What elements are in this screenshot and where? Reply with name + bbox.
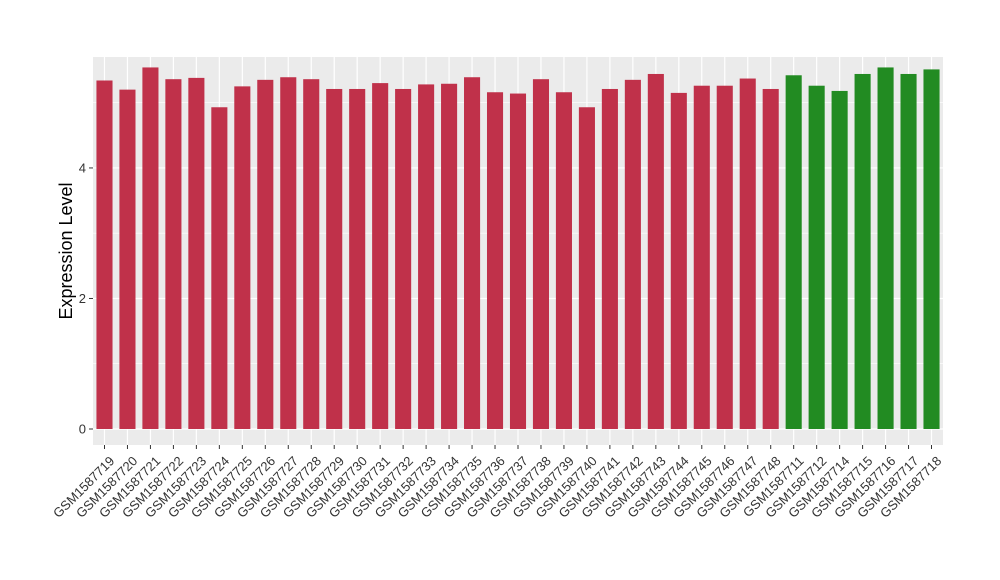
bar-gsm1587730 — [349, 88, 366, 430]
bar-gsm1587715 — [854, 73, 871, 430]
bar-gsm1587748 — [762, 88, 779, 430]
y-tick-label: 4 — [79, 160, 86, 175]
bar-gsm1587746 — [716, 85, 733, 429]
y-axis: 0 2 4 — [79, 160, 93, 437]
bars — [96, 67, 940, 430]
bar-gsm1587711 — [785, 75, 802, 429]
bar-gsm1587743 — [647, 73, 664, 430]
bar-gsm1587726 — [257, 79, 274, 429]
bar-gsm1587719 — [96, 80, 113, 429]
bar-gsm1587721 — [142, 67, 159, 429]
y-axis-title: Expression Level — [56, 182, 76, 319]
y-tick-label: 2 — [79, 291, 86, 306]
bar-gsm1587727 — [280, 77, 297, 430]
bar-gsm1587728 — [303, 79, 320, 429]
bar-gsm1587722 — [165, 79, 182, 429]
bar-gsm1587744 — [670, 92, 687, 429]
x-axis: GSM1587719GSM1587720GSM1587721GSM1587722… — [50, 445, 944, 521]
bar-gsm1587716 — [877, 67, 894, 429]
bar-gsm1587725 — [234, 86, 251, 430]
bar-gsm1587718 — [923, 69, 940, 430]
bar-gsm1587733 — [418, 84, 435, 430]
bar-gsm1587714 — [831, 90, 848, 430]
bar-gsm1587732 — [395, 88, 412, 430]
bar-gsm1587712 — [808, 85, 825, 429]
bar-gsm1587720 — [119, 89, 136, 429]
bar-gsm1587724 — [211, 107, 228, 430]
bar-gsm1587741 — [601, 88, 618, 430]
bar-gsm1587737 — [509, 93, 527, 430]
bar-gsm1587739 — [555, 92, 572, 430]
bar-gsm1587717 — [900, 73, 917, 430]
bar-gsm1587740 — [578, 107, 595, 430]
bar-gsm1587729 — [326, 88, 343, 430]
bar-gsm1587723 — [188, 77, 205, 429]
y-tick-label: 0 — [79, 422, 86, 437]
bar-gsm1587731 — [372, 83, 389, 430]
bar-gsm1587734 — [441, 83, 458, 429]
bar-gsm1587735 — [464, 77, 481, 430]
bar-gsm1587745 — [693, 85, 710, 429]
bar-gsm1587742 — [624, 79, 641, 429]
bar-gsm1587736 — [486, 92, 504, 430]
bar-gsm1587747 — [739, 78, 756, 430]
bar-gsm1587738 — [532, 79, 550, 429]
